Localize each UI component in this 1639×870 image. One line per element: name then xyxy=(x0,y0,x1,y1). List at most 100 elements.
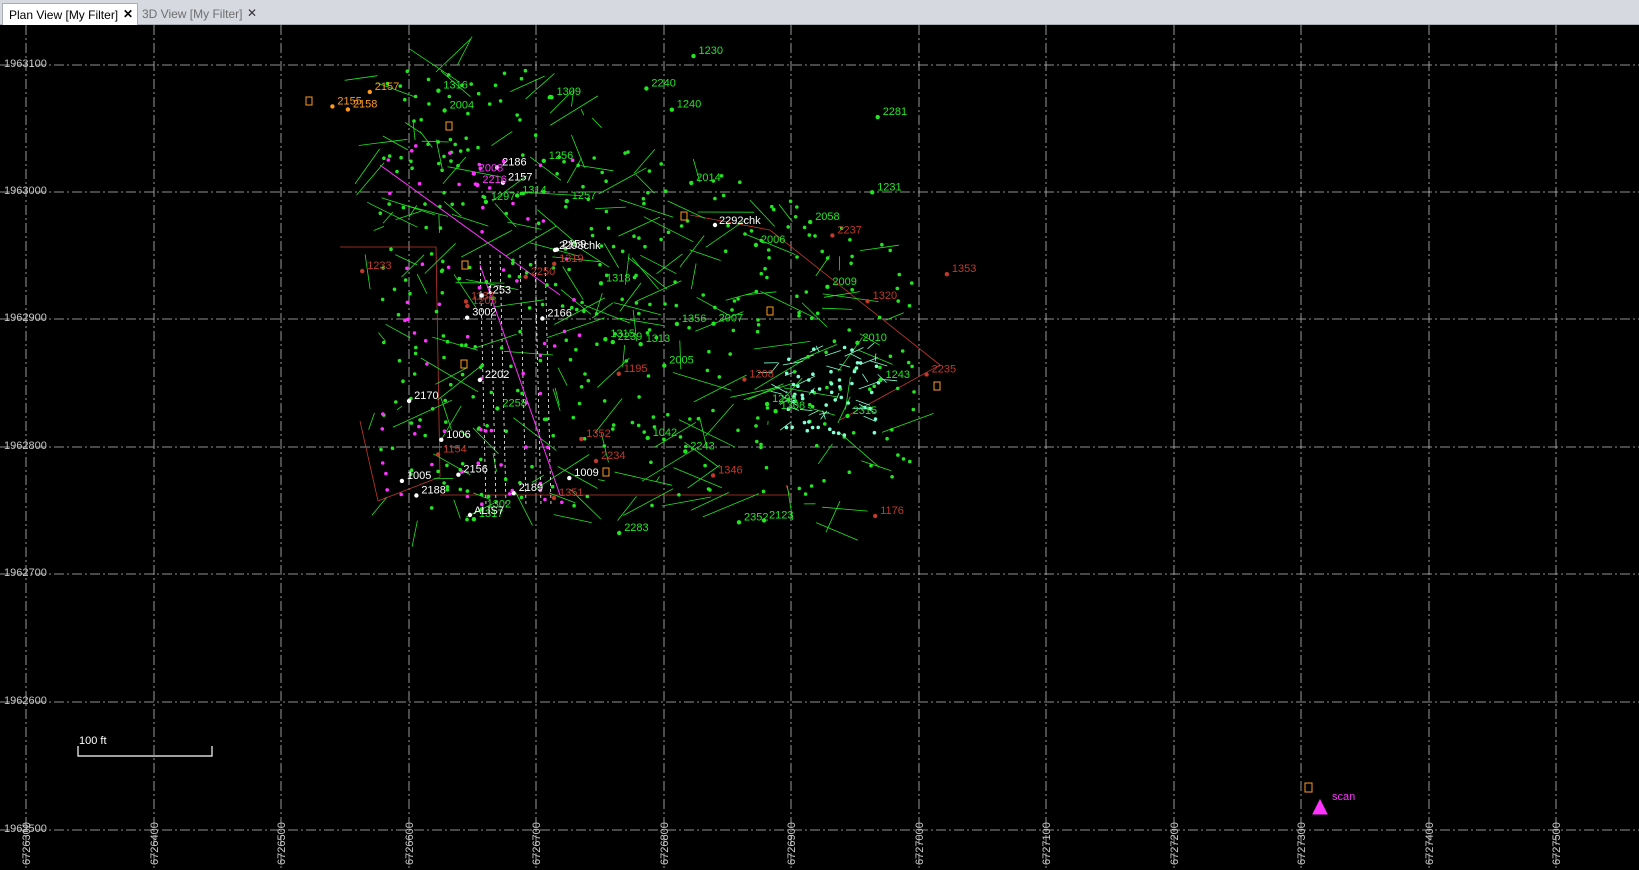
survey-point[interactable]: 2058 xyxy=(808,211,840,225)
point-marker xyxy=(638,342,643,347)
survey-point[interactable]: 2281 xyxy=(875,106,908,120)
survey-point[interactable]: 1319 xyxy=(552,253,584,266)
point-label: 1231 xyxy=(877,181,901,193)
survey-point[interactable]: 1353 xyxy=(944,263,977,277)
survey-point[interactable]: 1318 xyxy=(598,272,631,286)
survey-point[interactable]: 2235 xyxy=(924,363,956,377)
survey-point[interactable]: 1317 xyxy=(471,508,504,522)
survey-point[interactable]: 1315 xyxy=(603,328,635,342)
survey-point[interactable]: 1346 xyxy=(710,464,743,478)
survey-point[interactable]: 1208 xyxy=(742,369,774,382)
survey-point[interactable]: 1316 xyxy=(436,80,468,93)
point-label: 2058 xyxy=(815,211,839,223)
survey-point[interactable]: 1309 xyxy=(549,86,581,100)
survey-point[interactable]: 2240 xyxy=(644,78,676,91)
point-marker xyxy=(645,435,650,441)
survey-point[interactable]: 2157 xyxy=(367,81,400,95)
survey-point[interactable]: 2243 xyxy=(683,440,715,454)
survey-point[interactable]: 1308 xyxy=(773,400,805,414)
tab-3d-view-label: 3D View [My Filter] xyxy=(142,6,243,21)
survey-point[interactable]: 2250 xyxy=(523,266,556,279)
survey-point[interactable]: 1006 xyxy=(439,429,471,442)
survey-point[interactable]: 2352 xyxy=(736,511,769,525)
survey-point[interactable]: 1195 xyxy=(616,363,648,376)
survey-point[interactable]: 1352 xyxy=(579,428,611,442)
survey-point[interactable]: 2237 xyxy=(830,224,862,238)
tab-3d-view[interactable]: 3D View [My Filter] ✕ xyxy=(136,3,262,24)
survey-point[interactable]: 1243 xyxy=(878,369,910,383)
survey-point[interactable]: 1257 xyxy=(564,190,597,204)
survey-point[interactable]: 1351 xyxy=(551,487,584,501)
survey-point[interactable]: 2014 xyxy=(689,172,721,186)
survey-point[interactable]: 2123 xyxy=(761,509,794,523)
survey-point[interactable]: 2216 xyxy=(475,174,507,188)
point-marker xyxy=(845,413,850,419)
point-label: 1317 xyxy=(479,508,503,520)
survey-point[interactable]: 2293chk xyxy=(552,240,601,253)
survey-point[interactable]: 1005 xyxy=(399,470,432,484)
point-marker xyxy=(345,107,351,112)
easting-label: 6727500 xyxy=(1551,822,1563,865)
survey-point[interactable]: 1302 xyxy=(479,498,512,512)
point-marker xyxy=(742,377,747,382)
survey-point[interactable]: 2186 xyxy=(494,157,527,170)
plan-view-canvas[interactable]: 1963100 1963000 1962900 1962800 1962700 19626… xyxy=(0,25,1639,870)
survey-point[interactable]: 2010 xyxy=(855,332,887,345)
survey-point[interactable]: 1356 xyxy=(674,313,707,327)
point-label: 1257 xyxy=(572,190,596,202)
survey-point[interactable]: 1313 xyxy=(638,333,671,347)
survey-point[interactable]: 2004 xyxy=(442,100,474,113)
survey-point[interactable]: 2239 xyxy=(610,331,643,345)
point-label: 1313 xyxy=(646,333,670,345)
survey-point[interactable]: 1256 xyxy=(541,150,574,163)
survey-point[interactable]: 1042 xyxy=(645,427,678,441)
control-point[interactable]: scan xyxy=(1304,782,1355,815)
point-label: 1208 xyxy=(749,369,773,381)
survey-point[interactable]: 2005 xyxy=(662,355,694,368)
survey-point[interactable]: 1176 xyxy=(873,505,904,519)
survey-point[interactable]: 2007 xyxy=(711,313,743,326)
survey-point[interactable]: 1233 xyxy=(360,260,392,274)
point-label: 3002 xyxy=(472,307,496,319)
tab-plan-view[interactable]: Plan View [My Filter] ✕ xyxy=(2,3,138,25)
survey-point[interactable]: 3002 xyxy=(465,307,497,320)
point-label: 2009 xyxy=(832,276,856,288)
survey-point[interactable]: 1240 xyxy=(669,99,702,112)
survey-point[interactable]: 2283 xyxy=(617,522,649,536)
close-icon[interactable]: ✕ xyxy=(247,6,258,20)
survey-point[interactable]: ALIS7 xyxy=(467,505,504,518)
point-marker xyxy=(711,321,716,326)
survey-point[interactable]: 2170 xyxy=(406,390,439,404)
survey-point[interactable]: 1320 xyxy=(865,290,897,304)
point-label: 1302 xyxy=(487,498,511,510)
survey-point[interactable]: 2188 xyxy=(414,485,446,498)
survey-point[interactable]: 2157 xyxy=(500,172,533,185)
plan-view-drawing[interactable]: 1963100 1963000 1962900 1962800 1962700 19626… xyxy=(0,25,1639,870)
survey-point[interactable]: 1009 xyxy=(567,467,599,481)
close-icon[interactable]: ✕ xyxy=(123,7,134,21)
survey-point[interactable]: 2315 xyxy=(845,405,877,419)
survey-point[interactable]: 1203 xyxy=(465,295,497,309)
survey-point[interactable]: 1253 xyxy=(479,285,511,298)
survey-point[interactable]: 2258 xyxy=(495,398,527,411)
survey-point[interactable]: 2189 xyxy=(511,482,544,496)
survey-point[interactable]: 1230 xyxy=(691,45,723,59)
survey-point[interactable]: 2009 xyxy=(825,276,857,289)
survey-point[interactable]: 2156 xyxy=(456,464,488,477)
easting-label: 6726300 xyxy=(21,822,33,865)
survey-point[interactable]: 2166 xyxy=(540,308,572,321)
survey-point[interactable]: 1231 xyxy=(870,181,902,195)
survey-point[interactable]: 1298 xyxy=(764,393,797,407)
survey-point[interactable]: 2158 xyxy=(345,98,378,112)
survey-point[interactable]: 2155 xyxy=(330,95,362,109)
survey-point[interactable]: 2006 xyxy=(753,234,786,248)
survey-point[interactable]: 1314 xyxy=(515,185,547,198)
document-icon xyxy=(602,467,610,477)
survey-point[interactable]: 1154 xyxy=(435,444,467,457)
survey-point[interactable]: 2292chk xyxy=(712,215,761,228)
survey-point[interactable]: 1297 xyxy=(483,191,516,205)
survey-point[interactable]: 2008 xyxy=(471,163,504,176)
survey-point[interactable]: 2234 xyxy=(593,450,626,464)
survey-point[interactable]: 2202 xyxy=(477,369,510,383)
scale-bar: 100 ft xyxy=(77,735,213,757)
